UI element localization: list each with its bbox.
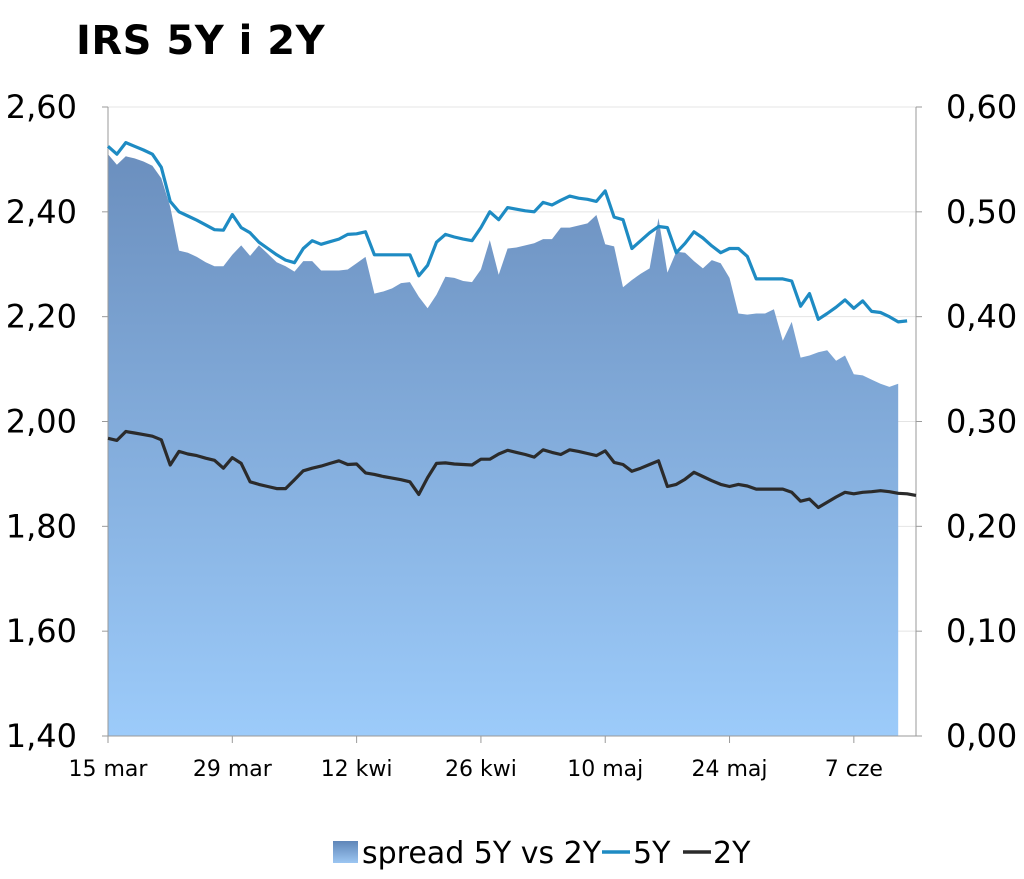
left-tick-label: 1,80 (6, 507, 77, 545)
left-tick-label: 2,60 (6, 88, 77, 126)
right-tick-label: 0,30 (946, 403, 1017, 441)
left-tick-label: 1,40 (6, 717, 77, 755)
lines-layer (106, 141, 917, 510)
x-tick-label: 12 kwi (321, 757, 393, 782)
right-tick-label: 0,50 (946, 193, 1017, 231)
right-tick-label: 0,60 (946, 88, 1017, 126)
x-tick-label: 26 kwi (445, 757, 517, 782)
axes (102, 106, 922, 743)
legend-label-spread: spread 5Y vs 2Y (362, 836, 602, 871)
series-spread-area (108, 154, 899, 736)
legend-swatch-spread (333, 841, 358, 863)
x-tick-label: 7 cze (825, 757, 883, 782)
left-tick-label: 2,00 (6, 403, 77, 441)
right-tick-label: 0,20 (946, 507, 1017, 545)
x-tick-label: 15 mar (69, 757, 149, 782)
legend: spread 5Y vs 2Y 5Y 2Y (333, 836, 751, 871)
area-layer (108, 154, 899, 736)
left-tick-label: 2,40 (6, 193, 77, 231)
chart-title: IRS 5Y i 2Y (76, 18, 326, 64)
x-tick-label: 24 maj (692, 757, 768, 782)
legend-label-2y: 2Y (713, 836, 751, 871)
series-5y-line (106, 141, 908, 324)
tick-labels: 1,40 1,60 1,80 2,00 2,20 2,40 2,60 0,00 0,10 0,20… (6, 88, 1018, 782)
series-2y-line (107, 429, 917, 510)
left-tick-label: 1,60 (6, 612, 77, 650)
legend-label-5y: 5Y (633, 836, 671, 871)
x-tick-label: 10 maj (567, 757, 643, 782)
right-tick-label: 0,10 (946, 612, 1017, 650)
left-tick-label: 2,20 (6, 298, 77, 336)
right-tick-label: 0,40 (946, 298, 1017, 336)
right-tick-label: 0,00 (946, 717, 1017, 755)
x-tick-label: 29 mar (193, 757, 273, 782)
